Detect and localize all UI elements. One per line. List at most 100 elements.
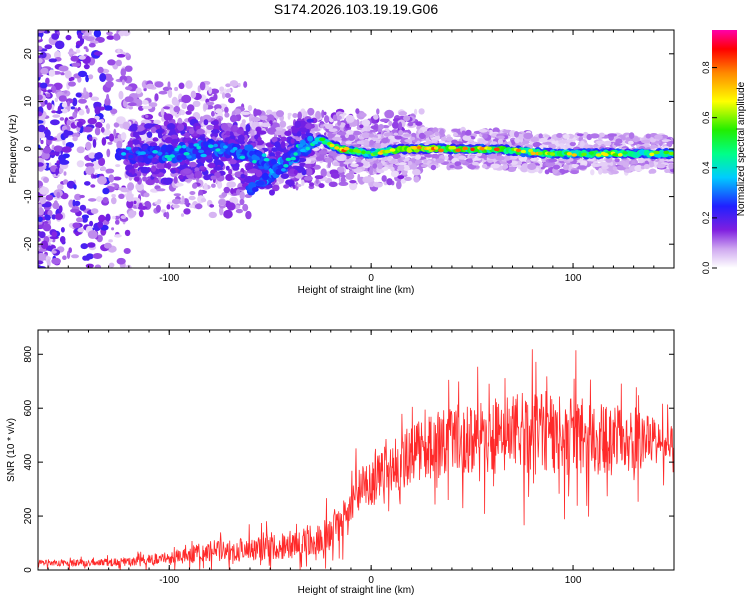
spectral-blob: [63, 129, 69, 139]
spectral-blob: [434, 131, 440, 136]
spectral-blob: [85, 166, 95, 176]
spectral-blob: [58, 205, 63, 213]
spectral-blob: [87, 230, 98, 239]
spectral-blob: [250, 116, 261, 122]
spectral-blob: [208, 144, 214, 148]
spectral-blob: [210, 129, 220, 134]
spectral-blob: [300, 148, 306, 153]
spectral-blob: [285, 179, 294, 186]
spectral-blob: [38, 58, 43, 64]
spectral-blob: [577, 165, 587, 170]
spectral-blob: [233, 108, 242, 115]
spectral-blob: [283, 164, 289, 168]
spectral-blob: [612, 166, 618, 171]
spectral-blob: [343, 146, 350, 151]
spectral-blob: [145, 114, 149, 119]
spectral-blob: [192, 183, 198, 189]
spectral-blob: [337, 119, 341, 126]
spectral-blob: [188, 128, 195, 135]
spectral-blob: [439, 128, 445, 136]
spectral-blob: [362, 161, 369, 167]
spectral-blob: [290, 138, 295, 144]
spectral-blob: [108, 239, 113, 243]
spectral-blob: [563, 164, 569, 171]
spectral-blob: [449, 164, 455, 169]
spectral-blob: [232, 124, 238, 133]
spectral-blob: [111, 194, 116, 198]
spectral-blob: [243, 134, 248, 143]
spectral-blob: [71, 62, 81, 67]
spectral-blob: [391, 170, 399, 178]
spectral-blob: [87, 117, 97, 125]
spectral-blob: [72, 222, 81, 229]
spectral-blob: [118, 193, 125, 199]
snr-panel: -100 0 100 0 200 400 600 800 Height of straigh…: [6, 329, 675, 596]
spectral-blob: [345, 140, 352, 145]
spectral-blob: [94, 152, 101, 160]
spectral-blob: [240, 173, 246, 179]
spectral-blob: [79, 204, 87, 211]
spectral-blob: [377, 162, 383, 170]
spectral-blob: [42, 147, 52, 154]
spectral-blob: [120, 68, 127, 77]
spectral-blob: [167, 201, 174, 205]
spectral-blob: [255, 180, 265, 186]
spectral-blob: [128, 154, 134, 159]
spectral-blob: [45, 77, 50, 85]
spectral-blob: [244, 144, 251, 151]
spectral-blob: [359, 112, 367, 118]
spectral-blob: [393, 132, 399, 136]
spectral-blob: [271, 136, 278, 143]
spectral-blob: [454, 165, 463, 170]
spectral-blob: [333, 162, 340, 166]
spectral-blob: [356, 149, 362, 154]
spectral-blob: [241, 119, 246, 124]
spectral-blob: [173, 176, 178, 184]
spectral-blob: [154, 179, 160, 184]
spectral-blob: [255, 169, 263, 178]
spectral-blob: [144, 123, 154, 128]
spectral-blob: [532, 141, 542, 148]
spectral-blob: [345, 159, 354, 163]
spectral-blob: [239, 198, 245, 206]
spectral-blob: [165, 211, 170, 220]
spectral-blob: [580, 140, 585, 147]
spectral-blob: [106, 148, 111, 158]
spectral-blob: [320, 168, 327, 177]
spectral-blob: [59, 159, 70, 165]
spectral-blob: [461, 130, 466, 135]
spectral-blob: [598, 167, 603, 175]
spectral-blob: [76, 146, 85, 154]
spectral-blob: [39, 82, 48, 89]
spectral-blob: [280, 173, 290, 180]
spectral-blob: [38, 149, 42, 157]
spectral-blob: [181, 144, 187, 149]
spectral-blob: [522, 140, 530, 145]
spectral-blob: [51, 257, 61, 265]
spectral-blob: [434, 146, 439, 150]
spectral-blob: [237, 134, 245, 142]
spectral-blob: [70, 106, 75, 110]
spectrogram-marks: [38, 30, 674, 268]
spectral-blob: [39, 51, 47, 59]
spectral-blob: [135, 182, 144, 191]
spectral-blob: [199, 81, 206, 91]
spectral-blob: [361, 132, 371, 139]
spectral-blob: [229, 114, 238, 123]
spectral-blob: [176, 145, 182, 149]
spectral-blob: [566, 152, 573, 156]
snr-y-ticks: 0 200 400 600 800: [23, 345, 674, 573]
spectral-blob: [132, 131, 139, 138]
spectral-blob: [160, 107, 165, 117]
spectral-blob: [127, 182, 135, 191]
spectral-blob: [641, 139, 651, 144]
spectral-blob: [228, 168, 233, 175]
spectral-blob: [666, 142, 673, 148]
spectral-blob: [182, 168, 192, 175]
spectral-blob: [552, 164, 561, 170]
spectral-blob: [38, 166, 44, 172]
spectral-blob: [134, 176, 140, 182]
spectral-blob: [127, 172, 138, 177]
spectral-blob: [117, 48, 121, 53]
